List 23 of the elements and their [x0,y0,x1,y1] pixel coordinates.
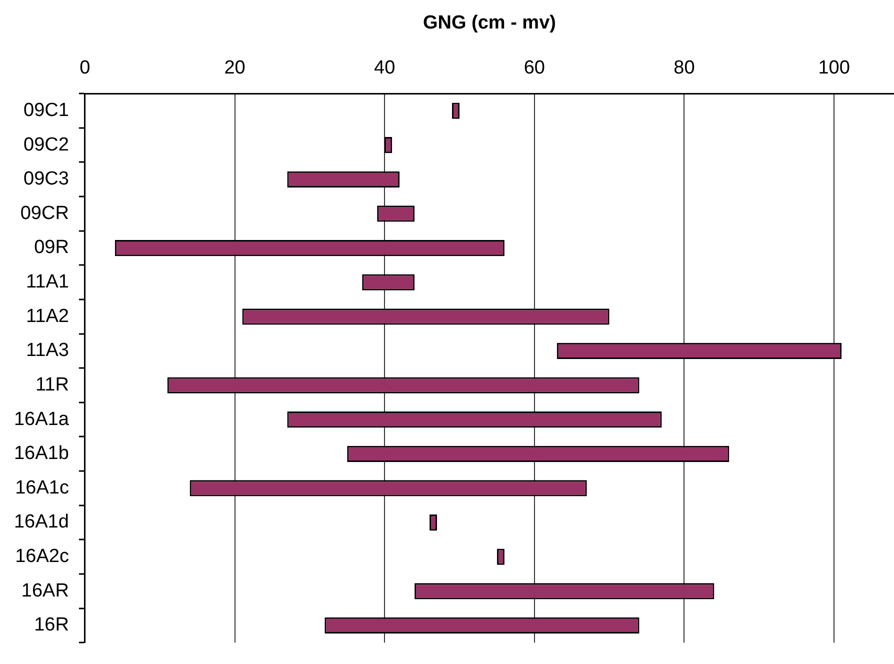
y-tick-label: 11R [35,374,69,396]
y-tick-label: 11A1 [26,272,69,293]
y-tick-label: 16A2c [15,546,69,568]
x-tick-label: 0 [80,57,90,78]
y-tick-label: 16A1c [15,477,69,498]
y-tick-label: 16AR [21,580,69,602]
y-tick-label: 09C3 [24,168,69,190]
y-tick-label: 16A1b [14,443,69,464]
y-tick-label: 09R [34,237,69,258]
y-tick-label: 09C1 [24,100,69,121]
x-tick-label: 80 [674,57,695,78]
x-tick-label: 20 [224,57,246,78]
y-tick-label: 16A1a [14,408,70,430]
y-tick-label: 11A3 [26,340,69,362]
x-tick-label: 40 [374,57,396,78]
x-tick-label: 100 [818,57,850,78]
y-tick-label: 09C2 [24,134,69,156]
x-tick-label: 60 [524,57,545,78]
y-tick-label: 16A1d [14,512,69,533]
x-axis-title: GNG (cm - mv) [422,12,556,34]
y-tick-label: 16R [34,614,69,636]
y-tick-label: 09CR [20,202,69,224]
y-tick-label: 11A2 [26,306,69,327]
